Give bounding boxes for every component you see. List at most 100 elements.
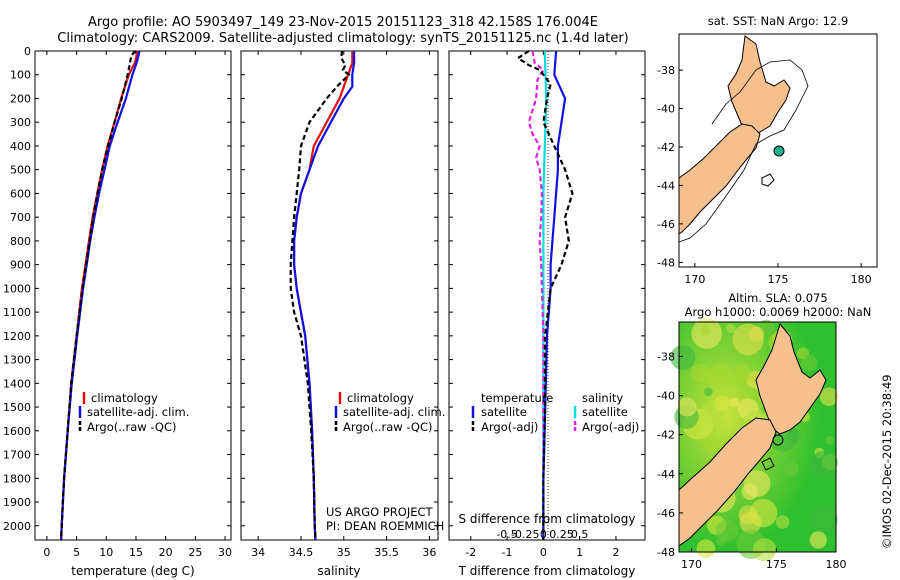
sla-blob [753,538,777,562]
temperature-legend: climatology satellite-adj. clim. Argo(..… [78,391,189,434]
depth-tick-label: 1800 [3,472,31,485]
s-diff-tick-label: 0.5 [571,528,589,541]
depth-tick-label: 1600 [3,425,31,438]
temp-diff-argo-line [515,50,574,540]
sla-blob [784,461,799,477]
depth-tick-label: 500 [10,164,31,177]
depth-tick-label: 800 [10,235,31,248]
sla-blob [696,539,716,558]
chatham-rise-contour [761,173,775,187]
temperature-x-axis: 0 5 10 15 20 25 30 [43,51,232,559]
x-tick-label: -1 [502,546,513,559]
legend-sal-argo: Argo(-adj) [582,420,639,434]
map-lat-label: -44 [657,179,675,192]
depth-tick-label: 0 [24,45,31,58]
x-tick-label: 15 [129,546,143,559]
temp-satellite-line [60,50,141,541]
difference-legend: temperature satellite Argo(-adj) salinit… [471,391,639,434]
sla-blob [819,387,839,407]
sla-blob [691,364,710,383]
x-tick-label: 1 [576,546,583,559]
x-tick-label: 0 [540,546,547,559]
s-diff-tick-label: -0.5 [496,528,517,541]
x-tick-label: -2 [465,546,476,559]
map-lon-label: 175 [768,273,789,286]
sla-blob [714,395,731,411]
map-lat-label: -42 [657,141,675,154]
sla-blob [801,354,818,372]
depth-tick-label: 900 [10,259,31,272]
temp-climatology-line [60,50,139,541]
depth-tick-label: 1200 [3,330,31,343]
sla-blob [729,397,740,408]
difference-x-axis: -2 -1 0 1 2 [465,51,619,559]
difference-top-axis: -0.5-0.25 0 0.250.5 [496,528,588,541]
difference-y-ticks [449,50,645,527]
depth-tick-label: 100 [10,69,31,82]
depth-contour [678,59,809,243]
sla-blob [749,498,778,528]
salinity-panel: 34 34.5 35 35.5 36 salinity climatology sate… [240,50,445,578]
map-lon-label: 170 [684,273,705,286]
sal-legend-satellite: satellite-adj. clim. [343,405,445,419]
map-lat-label: -46 [657,507,675,520]
depth-tick-label: 1500 [3,401,31,414]
difference-frame [448,50,646,541]
depth-tick-label: 1700 [3,449,31,462]
depth-tick-label: 1300 [3,354,31,367]
sal-legend-argo: Argo(..raw -QC) [343,420,433,434]
map-lat-label: -48 [657,256,675,269]
sla-blob [703,387,713,397]
sla-map-frame [678,321,837,553]
sla-blob [733,364,752,382]
temperature-lines [60,50,141,541]
sla-chatham-contour [761,457,775,471]
depth-tick-label: 1000 [3,282,31,295]
x-tick-label: 25 [188,546,202,559]
float-marker [773,145,785,157]
x-tick-label: 35 [337,546,351,559]
map-lon-label: 175 [766,558,787,571]
sla-map-land [678,322,827,547]
legend-sal-header: salinity [582,391,623,405]
salinity-xlabel: salinity [317,564,360,578]
sla-blob [743,470,771,497]
salinity-y-ticks [241,50,438,527]
salinity-frame [240,50,439,541]
legend-temp-satellite: satellite [481,405,527,419]
difference-lines [515,50,574,540]
legend-temp-argo: Argo(-adj) [481,420,538,434]
map-lon-label: 180 [826,558,847,571]
legend-argo: Argo(..raw -QC) [87,420,177,434]
sla-map-title-1: Altim. SLA: 0.075 [728,291,827,305]
temp-argo-line [60,50,137,541]
map-lat-label: -38 [657,64,675,77]
depth-tick-label: 1900 [3,496,31,509]
sla-map-ticks: 170 175 180 -38 -40 -42 -44 -46 -48 [657,351,846,572]
sla-blob [787,428,801,443]
credit-project: US ARGO PROJECT [326,505,434,519]
map-lat-label: -38 [657,351,675,364]
legend-temp-header: temperature [481,391,553,405]
salinity-x-axis: 34 34.5 35 35.5 36 [251,51,436,559]
x-tick-label: 35.5 [374,546,399,559]
sst-map-ticks: 170 175 180 -38 -40 -42 -44 -46 -48 [657,64,872,286]
sla-blob [811,506,838,533]
depth-tick-label: 2000 [3,520,31,533]
x-tick-label: 0 [43,546,50,559]
title-line-1: Argo profile: AO 5903497_149 23-Nov-2015… [88,15,598,30]
title-line-2: Climatology: CARS2009. Satellite-adjuste… [57,31,629,46]
sla-map-title-2: Argo h1000: 0.0069 h2000: NaN [685,305,872,319]
sla-blob [700,325,711,336]
sla-blob [732,323,764,356]
s-diff-tick-label: -0.25 [511,528,539,541]
sla-south-island [678,417,777,547]
sla-float-marker [772,434,784,446]
sst-map: sat. SST: NaN Argo: 12.9 170 175 180 -38 -40… [657,14,878,286]
sla-north-island [755,322,827,435]
x-tick-label: 2 [612,546,619,559]
s-diff-tick-label: 0.25 [549,528,574,541]
depth-axis: 0 100 200 300 400 500 600 700 800 900 1000 1100 1200… [3,45,231,533]
sla-blob [702,435,719,452]
